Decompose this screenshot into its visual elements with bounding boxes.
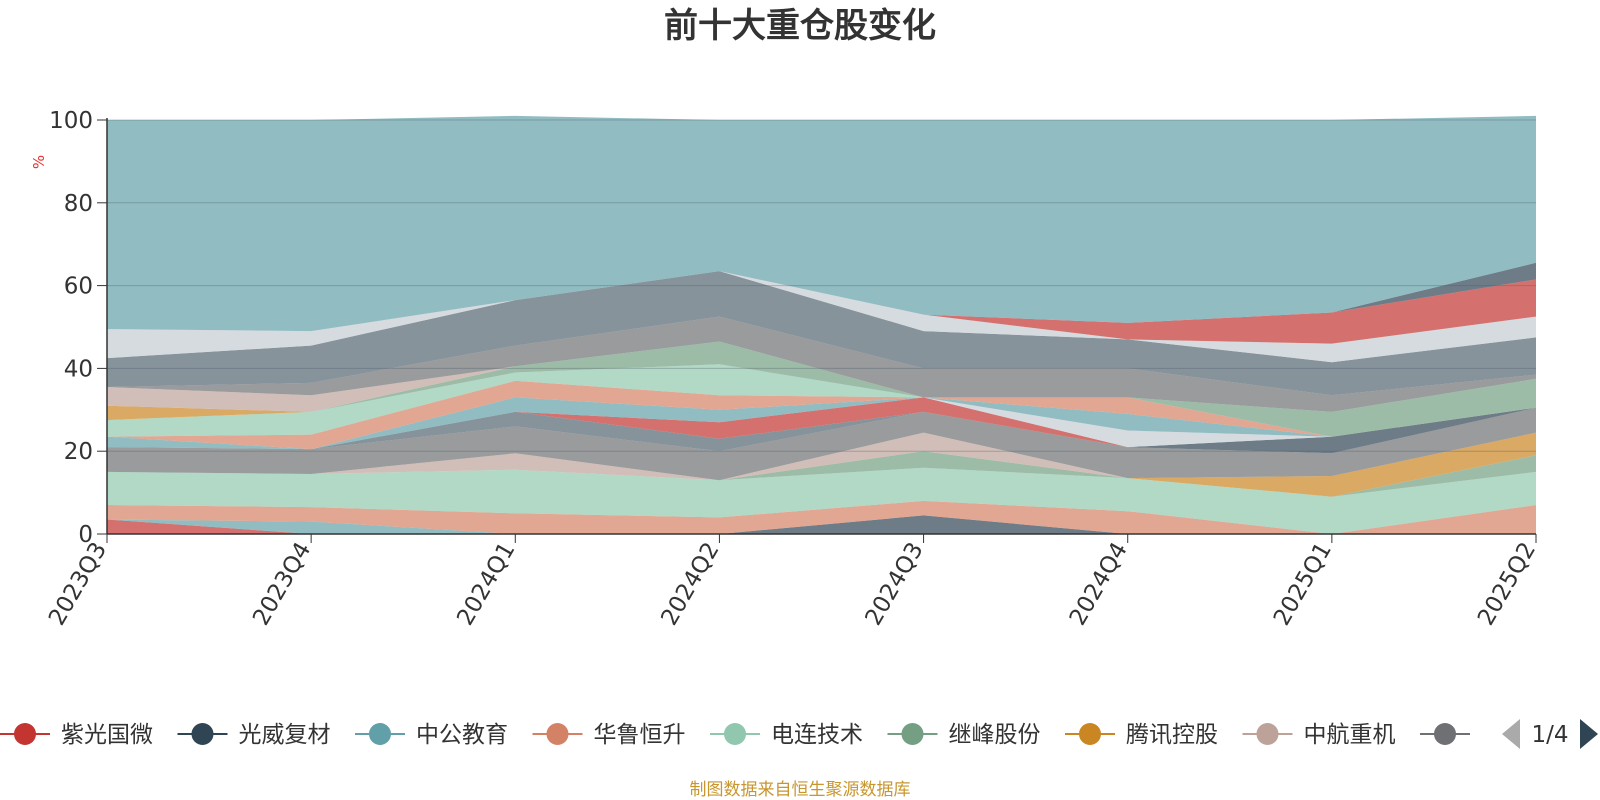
area-series-20 — [107, 271, 1536, 396]
legend-next-icon[interactable] — [1580, 719, 1598, 749]
legend-marker — [901, 723, 924, 745]
legend-item[interactable]: 光威复材 — [177, 722, 331, 748]
area-series-7 — [107, 432, 1536, 481]
legend-label: 光威复材 — [239, 722, 331, 748]
area-series-4 — [107, 467, 1536, 534]
area-series-19 — [107, 316, 1536, 412]
legend-item[interactable]: 中航重机 — [1242, 722, 1396, 748]
area-series-21 — [107, 271, 1536, 363]
legend-page-indicator: 1/4 — [1531, 722, 1568, 748]
area-series-3 — [107, 500, 1536, 534]
chart-title: 前十大重仓股变化 — [664, 6, 936, 46]
x-tick-label: 2024Q2 — [656, 538, 724, 630]
legend: 紫光国微 光威复材 中公教育 华鲁恒升 电连技术 继峰股份 腾讯控股 中航重机 华 1/4 — [0, 719, 1598, 749]
legend-label: 继峰股份 — [949, 722, 1041, 748]
legend-marker — [1434, 723, 1456, 745]
legend-marker — [191, 723, 214, 745]
legend-marker — [369, 723, 391, 745]
area-series-18 — [107, 341, 1536, 412]
area-series-17 — [107, 341, 1536, 421]
area-series-13 — [107, 397, 1536, 450]
legend-item[interactable]: 电连技术 — [710, 722, 863, 748]
legend-label: 中公教育 — [416, 722, 508, 748]
legend-prev-icon[interactable] — [1502, 719, 1520, 749]
footer-source: 制图数据来自恒生聚源数据库 — [690, 780, 911, 800]
x-tick-label: 2023Q4 — [248, 538, 316, 630]
legend-label: 华鲁恒升 — [594, 722, 686, 748]
legend-item[interactable]: 华 — [1420, 722, 1504, 748]
y-tick-label: 40 — [64, 356, 93, 382]
x-tick-label: 2025Q2 — [1473, 538, 1541, 630]
x-tick-label: 2025Q1 — [1269, 538, 1337, 630]
legend-label: 紫光国微 — [61, 722, 153, 748]
y-tick-label: 100 — [49, 108, 93, 134]
x-tick-label: 2024Q3 — [861, 538, 929, 630]
legend-item[interactable]: 华鲁恒升 — [532, 722, 686, 748]
legend-label: 华 — [1481, 722, 1504, 748]
grid-layer — [107, 119, 1536, 452]
legend-marker — [14, 723, 36, 745]
x-tick-label: 2023Q3 — [44, 538, 112, 630]
y-tick-label: 80 — [64, 191, 93, 217]
legend-marker — [1256, 723, 1279, 745]
areas-layer — [107, 115, 1536, 534]
area-series-6 — [107, 432, 1536, 497]
area-series-16 — [107, 341, 1536, 437]
area-series-8 — [107, 407, 1536, 481]
legend-marker — [724, 723, 746, 745]
y-axis-label: % — [30, 155, 48, 169]
legend-label: 中航重机 — [1304, 722, 1396, 748]
area-series-9 — [107, 407, 1536, 454]
area-series-12 — [107, 397, 1536, 450]
x-tick-label: 2024Q1 — [452, 538, 520, 630]
area-series-5 — [107, 451, 1536, 497]
x-tick-label: 2024Q4 — [1065, 538, 1133, 630]
area-series-14 — [107, 380, 1536, 450]
area-series-24 — [107, 115, 1536, 332]
legend-marker — [546, 723, 569, 745]
area-series-10 — [107, 397, 1536, 454]
y-tick-label: 0 — [78, 522, 93, 548]
area-series-22 — [107, 271, 1536, 344]
legend-item[interactable]: 腾讯控股 — [1065, 722, 1218, 748]
legend-marker — [1079, 723, 1101, 745]
legend-item[interactable]: 继峰股份 — [887, 722, 1041, 748]
area-series-15 — [107, 364, 1536, 437]
y-tick-label: 60 — [64, 274, 93, 300]
y-tick-label: 20 — [64, 439, 93, 465]
area-series-0 — [107, 519, 1536, 534]
legend-label: 腾讯控股 — [1126, 722, 1218, 748]
legend-item[interactable]: 紫光国微 — [0, 722, 153, 748]
legend-label: 电连技术 — [771, 722, 863, 748]
legend-item[interactable]: 中公教育 — [355, 722, 508, 748]
